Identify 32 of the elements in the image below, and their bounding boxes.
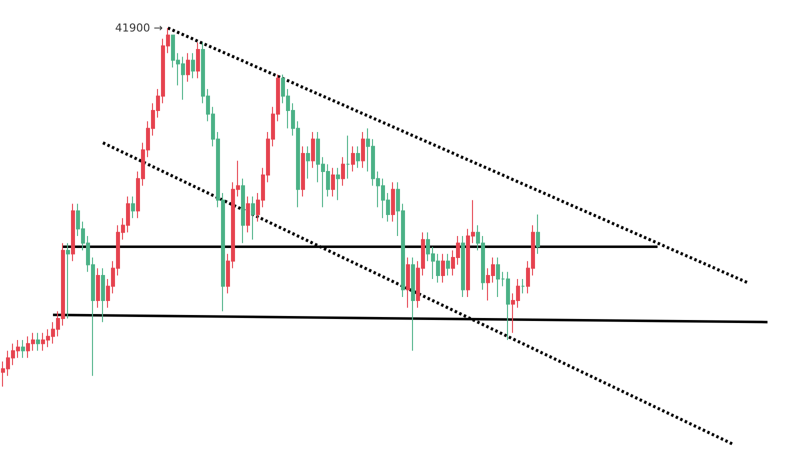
candlestick: [536, 214, 540, 254]
candlestick: [346, 135, 350, 180]
candlestick: [411, 257, 415, 352]
candlestick: [301, 146, 305, 198]
candlestick: [66, 242, 70, 319]
candlestick: [391, 182, 395, 222]
candlestick: [191, 52, 195, 79]
candlestick: [71, 203, 75, 262]
candlestick: [406, 257, 410, 308]
candlestick: [246, 196, 250, 233]
candlestick: [521, 278, 525, 294]
candlestick: [21, 340, 25, 358]
candlestick: [196, 42, 200, 79]
candlestick: [356, 146, 360, 168]
candlestick: [306, 146, 310, 180]
candlestick: [36, 332, 40, 352]
candlestick: [331, 167, 335, 198]
candlestick: [441, 253, 445, 284]
candlestick: [96, 268, 100, 308]
candlestick: [361, 132, 365, 168]
candlestick: [311, 132, 315, 168]
candlestick: [351, 146, 355, 172]
candlestick: [186, 52, 190, 82]
annotation: 41900 →: [115, 22, 163, 34]
candlestick: [251, 196, 255, 240]
candlestick: [336, 167, 340, 201]
candlestick: [461, 236, 465, 298]
candlestick: [446, 253, 450, 276]
candlestick: [241, 178, 245, 244]
candlestick: [131, 196, 135, 219]
candlestick: [101, 268, 105, 323]
candlestick: [341, 156, 345, 186]
